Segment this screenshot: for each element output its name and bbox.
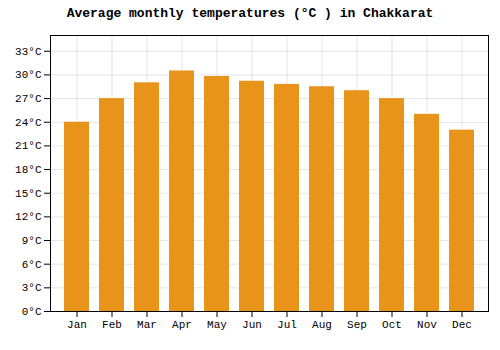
svg-text:Jun: Jun bbox=[242, 319, 262, 331]
svg-text:24°C: 24°C bbox=[15, 117, 42, 129]
html-text:Average monthly temperatures (: Average monthly temperatures (°C ) in Ch… bbox=[66, 6, 434, 21]
svg-text:Jan: Jan bbox=[67, 319, 87, 331]
svg-text:Apr: Apr bbox=[172, 319, 192, 331]
svg-text:9°C: 9°C bbox=[22, 235, 42, 247]
svg-text:33°C: 33°C bbox=[15, 46, 42, 58]
svg-text:May: May bbox=[207, 319, 227, 331]
svg-text:Aug: Aug bbox=[312, 319, 332, 331]
svg-text:0°C: 0°C bbox=[22, 306, 42, 318]
svg-text:12°C: 12°C bbox=[15, 211, 42, 223]
svg-text:21°C: 21°C bbox=[15, 140, 42, 152]
svg-text:Jul: Jul bbox=[277, 319, 297, 331]
svg-text:Nov: Nov bbox=[417, 319, 437, 331]
svg-text:15°C: 15°C bbox=[15, 188, 42, 200]
svg-text:Dec: Dec bbox=[452, 319, 472, 331]
svg-text:Feb: Feb bbox=[102, 319, 122, 331]
svg-text:Mar: Mar bbox=[137, 319, 157, 331]
svg-text:30°C: 30°C bbox=[15, 69, 42, 81]
svg-text:6°C: 6°C bbox=[22, 259, 42, 271]
svg-text:Oct: Oct bbox=[382, 319, 402, 331]
svg-text:Sep: Sep bbox=[347, 319, 367, 331]
svg-text:27°C: 27°C bbox=[15, 93, 42, 105]
svg-text:18°C: 18°C bbox=[15, 164, 42, 176]
svg-text:3°C: 3°C bbox=[22, 282, 42, 294]
